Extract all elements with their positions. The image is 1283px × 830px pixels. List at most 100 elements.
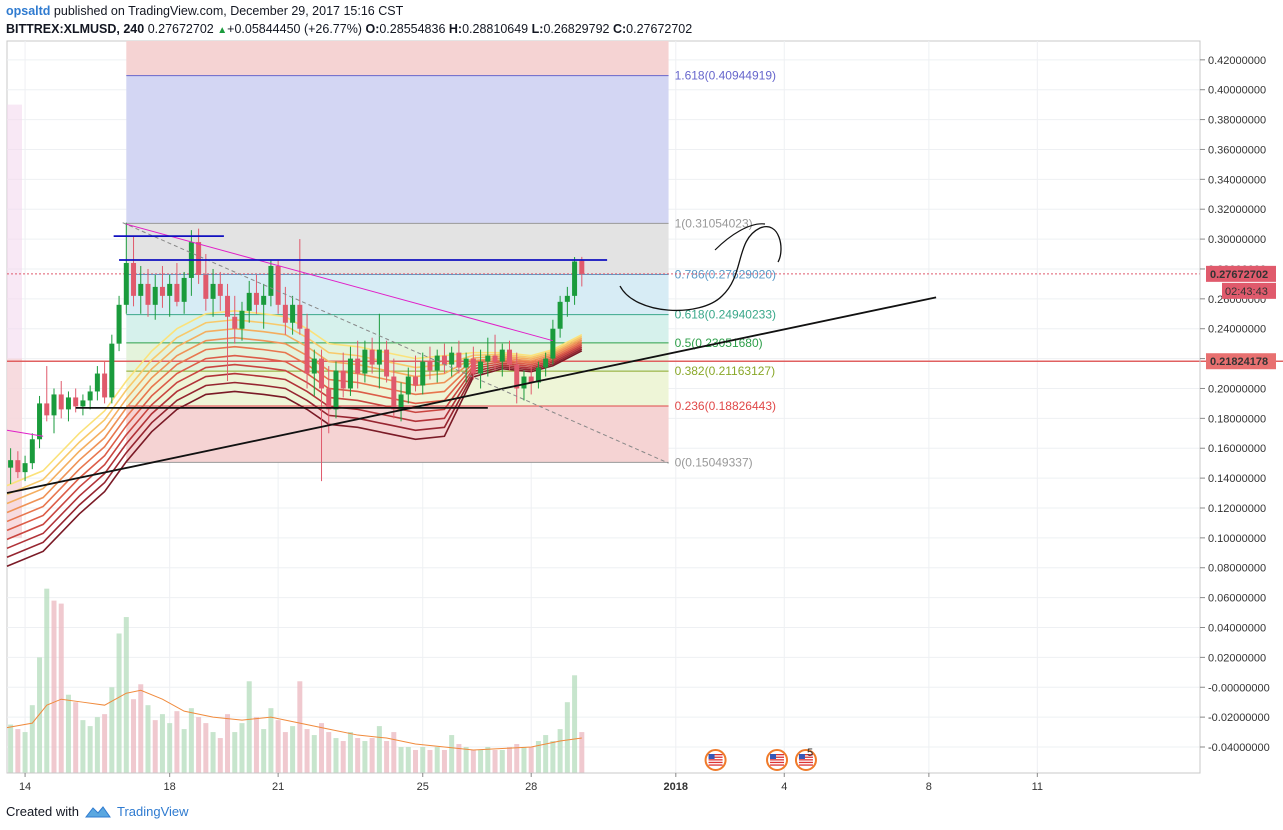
time-axis: 14 18 21 25 28 2018 4 8 11 xyxy=(7,772,1200,793)
volume-bar xyxy=(152,720,158,773)
price-tick-label: 0.14000000 xyxy=(1208,473,1266,485)
volume-bar xyxy=(210,732,216,773)
candle xyxy=(87,385,93,410)
volume-bar xyxy=(239,723,245,773)
volume-bar xyxy=(326,732,332,773)
published-text: published on TradingView.com, December 2… xyxy=(50,4,404,18)
candle xyxy=(319,349,325,482)
volume-bars xyxy=(8,588,585,773)
candle xyxy=(145,268,151,317)
candle-body xyxy=(80,400,86,407)
candle xyxy=(369,337,375,374)
candle xyxy=(203,254,209,311)
volume-bar xyxy=(311,735,317,773)
price-tick-label: 0.38000000 xyxy=(1208,115,1266,127)
high-value: 0.28810649 xyxy=(462,22,529,36)
volume-bar xyxy=(94,717,100,773)
volume-bar xyxy=(340,741,346,773)
candle xyxy=(470,346,476,380)
candle xyxy=(159,265,165,308)
candle xyxy=(434,349,440,383)
volume-bar xyxy=(225,714,231,773)
volume-bar xyxy=(376,726,382,773)
tradingview-logo-icon xyxy=(84,805,111,817)
candle-body xyxy=(225,295,231,317)
us-flag-icon xyxy=(704,749,727,771)
candle xyxy=(44,366,50,422)
candle xyxy=(232,295,238,344)
volume-bar xyxy=(456,744,462,773)
volume-bar xyxy=(297,681,303,773)
candle-body xyxy=(109,343,115,398)
candle-body xyxy=(550,328,556,359)
time-tick-label: 8 xyxy=(926,781,932,793)
badge-label: 0.27672702 xyxy=(1210,269,1268,281)
flag-stripe xyxy=(708,764,723,766)
volume-bar xyxy=(275,720,281,773)
footer: Created with TradingView xyxy=(6,804,189,819)
fib-trend-dashed xyxy=(122,222,669,464)
flag-stripe xyxy=(708,754,723,756)
time-tick-label: 4 xyxy=(781,781,787,793)
volume-bar xyxy=(507,747,513,773)
candle xyxy=(109,334,115,404)
candle xyxy=(427,346,433,380)
candle-body xyxy=(217,283,223,296)
candle-body xyxy=(290,304,296,323)
fib-label-1: 1(0.31054023) xyxy=(675,216,753,230)
volume-bar xyxy=(420,747,426,773)
volume-bar xyxy=(138,684,144,773)
candle-body xyxy=(253,292,259,305)
symbol-name[interactable]: BITTREX:XLMUSD, 240 xyxy=(6,22,145,36)
price-axis: 0.42000000 0.40000000 0.38000000 0.36000000… xyxy=(1199,41,1276,773)
candle-body xyxy=(434,355,440,371)
volume-bar xyxy=(572,675,578,773)
volume-bar xyxy=(564,702,570,773)
volume-bar xyxy=(188,708,194,773)
volume-bar xyxy=(203,723,209,773)
candle xyxy=(441,343,447,374)
symbol-legend: BITTREX:XLMUSD, 240 0.27672702 ▲+0.05844… xyxy=(6,22,692,36)
tradingview-link[interactable]: TradingView xyxy=(116,804,189,819)
candle-body xyxy=(369,349,375,365)
price-tick-label: 0.36000000 xyxy=(1208,144,1266,156)
candle-body xyxy=(333,370,339,410)
author-link[interactable]: opsaltd xyxy=(6,4,51,18)
publish-info: opsaltd published on TradingView.com, De… xyxy=(6,4,403,18)
candle xyxy=(572,257,578,305)
fib-zone-1 xyxy=(126,223,669,275)
candle-body xyxy=(152,286,158,305)
price-tick-label: 0.08000000 xyxy=(1208,563,1266,575)
volume-bar xyxy=(22,732,28,773)
volume-bar xyxy=(73,702,79,773)
volume-bar xyxy=(145,705,151,773)
candle xyxy=(102,361,108,404)
volume-bar xyxy=(8,724,14,773)
price-tick-label: 0.24000000 xyxy=(1208,324,1266,336)
candle xyxy=(485,337,491,377)
pink-trendline xyxy=(126,223,554,342)
candle xyxy=(579,256,585,287)
candle-body xyxy=(297,304,303,329)
candle xyxy=(37,395,43,449)
price-tick-label: 0.20000000 xyxy=(1208,383,1266,395)
price-tick-label: -0.04000000 xyxy=(1208,742,1270,754)
flag-stripe xyxy=(708,761,723,764)
volume-bar xyxy=(355,738,361,773)
fib-label-0.382: 0.382(0.21163127) xyxy=(675,364,776,378)
candle-body xyxy=(51,394,57,416)
price-tick-label: 0.12000000 xyxy=(1208,503,1266,515)
candle xyxy=(514,352,520,404)
candle-body xyxy=(572,261,578,296)
volume-bar xyxy=(521,747,527,773)
candle-body xyxy=(131,262,137,296)
price-chart[interactable]: 1.618(0.40944919) 1(0.31054023) 0.786(0.27… xyxy=(0,0,1283,800)
candle-body xyxy=(376,349,382,365)
candles xyxy=(8,222,585,485)
close-label: C: xyxy=(612,22,627,36)
volume-bar xyxy=(123,617,129,773)
volume-bar xyxy=(528,747,534,773)
badge-bg xyxy=(1206,353,1276,370)
candle-body xyxy=(405,376,411,395)
candle xyxy=(326,366,332,434)
